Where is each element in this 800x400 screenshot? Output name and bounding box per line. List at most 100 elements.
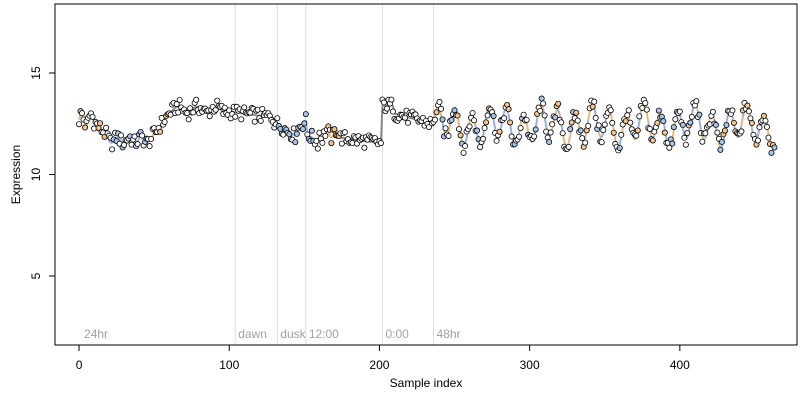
data-point: [148, 135, 155, 142]
data-point: [609, 119, 616, 126]
data-point: [501, 115, 508, 122]
vline-label: dusk: [280, 327, 306, 341]
data-point: [682, 141, 689, 148]
data-point: [308, 127, 315, 134]
data-point: [718, 138, 725, 145]
data-point: [763, 123, 770, 130]
data-point: [646, 125, 653, 132]
data-point: [666, 144, 673, 151]
data-point: [456, 126, 463, 133]
data-point: [451, 107, 458, 114]
data-point: [687, 119, 694, 126]
data-point: [161, 118, 168, 125]
trend-line-segment: [194, 105, 197, 109]
data-point: [723, 121, 730, 128]
data-point: [314, 145, 321, 152]
data-point: [601, 121, 608, 128]
data-point: [768, 149, 775, 156]
data-point: [302, 111, 309, 118]
data-point: [546, 139, 553, 146]
trend-line-segment: [118, 138, 122, 142]
trend-line-segment: [171, 108, 175, 112]
trend-line-segment: [725, 114, 729, 123]
trend-line-segment: [736, 135, 739, 139]
data-point: [331, 126, 338, 133]
data-point: [109, 146, 116, 153]
data-point: [404, 119, 411, 126]
y-tick-label: 15: [29, 66, 43, 80]
trend-line-segment: [557, 109, 561, 115]
data-point: [531, 133, 538, 140]
trend-line-segment: [740, 116, 744, 126]
data-point: [445, 132, 452, 139]
data-point: [505, 106, 512, 113]
data-point: [636, 113, 643, 120]
data-point: [251, 118, 258, 125]
data-point: [660, 118, 667, 125]
data-point: [79, 110, 86, 117]
data-point: [469, 109, 476, 116]
data-point: [670, 124, 677, 131]
data-point: [574, 117, 581, 124]
data-point: [688, 113, 695, 120]
data-point: [730, 119, 737, 126]
data-point: [97, 120, 104, 127]
y-tick-label: 10: [29, 168, 43, 182]
data-point: [547, 129, 554, 136]
trend-line-segment: [543, 117, 548, 127]
data-point: [702, 130, 709, 137]
trend-line-segment: [117, 136, 121, 140]
data-point: [483, 119, 490, 126]
trend-line-segment: [525, 122, 530, 131]
data-point: [471, 117, 478, 124]
trend-line-segment: [174, 106, 178, 109]
data-point: [176, 96, 183, 103]
data-point: [520, 111, 527, 118]
data-point: [684, 129, 691, 136]
data-point: [738, 128, 745, 135]
data-point: [642, 100, 649, 107]
data-point: [377, 140, 384, 147]
data-point: [341, 129, 348, 136]
data-point: [589, 103, 596, 110]
trend-line-segment: [108, 140, 112, 144]
data-point: [436, 98, 443, 105]
data-point: [301, 120, 308, 127]
data-point: [338, 140, 345, 147]
data-point: [669, 140, 676, 147]
data-point: [600, 127, 607, 134]
data-point: [319, 139, 326, 146]
trend-line-segment: [330, 135, 334, 139]
data-point: [595, 122, 602, 129]
data-point: [286, 131, 293, 138]
x-tick-label: 100: [219, 358, 239, 372]
data-point: [717, 146, 724, 153]
trend-line-segment: [645, 112, 650, 123]
data-point: [625, 107, 632, 114]
data-point: [567, 126, 574, 133]
data-point: [257, 117, 264, 124]
data-point: [328, 140, 335, 147]
data-point: [383, 105, 390, 112]
vline-label: dawn: [238, 327, 267, 341]
trend-line-segment: [447, 124, 452, 132]
data-point: [82, 124, 89, 131]
data-point: [540, 100, 547, 107]
vline-label: 12:00: [309, 327, 339, 341]
data-point: [274, 115, 281, 122]
data-point: [765, 134, 772, 141]
data-point: [477, 144, 484, 151]
x-axis-title: Sample index: [390, 376, 463, 390]
data-point: [299, 126, 306, 133]
data-point: [508, 133, 515, 140]
data-point: [592, 114, 599, 121]
y-axis-title: Expression: [9, 145, 23, 204]
data-point: [457, 132, 464, 139]
data-point: [76, 121, 83, 128]
plot-frame: [54, 3, 798, 346]
data-point: [577, 127, 584, 134]
data-point: [517, 124, 524, 131]
data-point: [523, 116, 530, 123]
data-point: [552, 114, 559, 121]
trend-line-segment: [567, 135, 572, 144]
